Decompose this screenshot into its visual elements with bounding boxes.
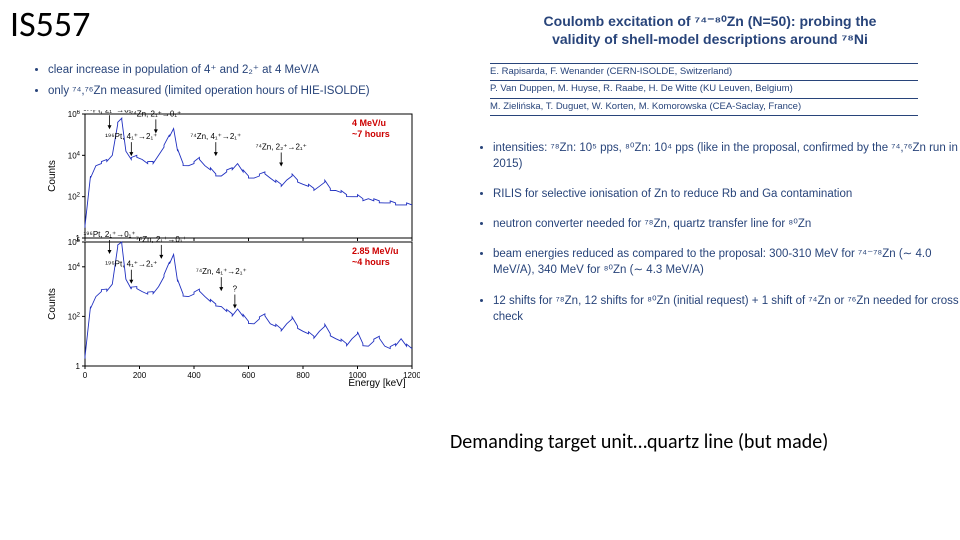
svg-text:~7 hours: ~7 hours xyxy=(352,129,390,139)
svg-text:Counts: Counts xyxy=(47,288,58,320)
right-bullet-2: RILIS for selective ionisation of Zn to … xyxy=(493,186,960,202)
authors-block: E. Rapisarda, F. Wenander (CERN-ISOLDE, … xyxy=(490,62,940,117)
svg-text:102: 102 xyxy=(68,193,81,202)
svg-text:¹⁹⁶Pt, 2₁⁺→0₁⁺: ¹⁹⁶Pt, 2₁⁺→0₁⁺ xyxy=(83,110,135,114)
right-title: Coulomb excitation of ⁷⁴⁻⁸⁰Zn (N=50): pr… xyxy=(475,12,945,48)
right-bullet-3: neutron converter needed for ⁷⁸Zn, quart… xyxy=(493,216,960,232)
right-bullet-4: beam energies reduced as compared to the… xyxy=(493,246,960,278)
svg-text:0: 0 xyxy=(83,371,88,380)
svg-text:⁷⁴Zn, 2₁⁺→0₁⁺: ⁷⁴Zn, 2₁⁺→0₁⁺ xyxy=(136,235,187,244)
right-bullet-list: intensities: ⁷⁸Zn: 10⁵ pps, ⁸⁰Zn: 10⁴ pp… xyxy=(475,140,960,339)
left-bullet-list: clear increase in population of 4⁺ and 2… xyxy=(30,62,468,105)
right-title-line1: Coulomb excitation of ⁷⁴⁻⁸⁰Zn (N=50): pr… xyxy=(544,13,877,29)
svg-text:200: 200 xyxy=(133,371,147,380)
footnote: Demanding target unit…quartz line (but m… xyxy=(450,430,828,454)
svg-text:⁷⁴Zn, 2₁⁺→0₁⁺: ⁷⁴Zn, 2₁⁺→0₁⁺ xyxy=(130,110,181,118)
svg-text:~4 hours: ~4 hours xyxy=(352,257,390,267)
spectrum-chart: 1102104106¹⁹⁶Pt, 2₁⁺→0₁⁺⁷⁴Zn, 2₁⁺→0₁⁺¹⁹⁶… xyxy=(45,110,420,390)
svg-text:1: 1 xyxy=(76,362,81,371)
svg-text:⁷⁴Zn, 2₂⁺→2₁⁺: ⁷⁴Zn, 2₂⁺→2₁⁺ xyxy=(256,142,307,151)
svg-text:⁷⁴Zn, 4₁⁺→2₁⁺: ⁷⁴Zn, 4₁⁺→2₁⁺ xyxy=(190,132,241,141)
right-title-line2: validity of shell-model descriptions aro… xyxy=(552,31,868,47)
svg-text:600: 600 xyxy=(242,371,256,380)
svg-text:2.85 MeV/u: 2.85 MeV/u xyxy=(352,246,399,256)
svg-text:¹⁹⁶Pt, 4₁⁺→2₁⁺: ¹⁹⁶Pt, 4₁⁺→2₁⁺ xyxy=(105,132,157,141)
svg-text:4 MeV/u: 4 MeV/u xyxy=(352,118,386,128)
svg-text:?: ? xyxy=(233,285,238,294)
left-bullet-1: clear increase in population of 4⁺ and 2… xyxy=(48,62,468,79)
svg-text:¹⁹⁶Pt, 2₁⁺→0₁⁺: ¹⁹⁶Pt, 2₁⁺→0₁⁺ xyxy=(83,230,135,239)
svg-text:800: 800 xyxy=(296,371,310,380)
svg-text:104: 104 xyxy=(68,151,81,160)
right-bullet-1: intensities: ⁷⁸Zn: 10⁵ pps, ⁸⁰Zn: 10⁴ pp… xyxy=(493,140,960,172)
svg-text:106: 106 xyxy=(68,110,81,119)
authors-line-1: E. Rapisarda, F. Wenander (CERN-ISOLDE, … xyxy=(490,66,732,77)
svg-text:105: 105 xyxy=(68,238,81,247)
svg-text:102: 102 xyxy=(68,312,81,321)
authors-line-3: M. Zielińska, T. Duguet, W. Korten, M. K… xyxy=(490,101,801,112)
svg-text:⁷⁴Zn, 4₁⁺→2₁⁺: ⁷⁴Zn, 4₁⁺→2₁⁺ xyxy=(196,267,247,276)
svg-text:400: 400 xyxy=(187,371,201,380)
right-bullet-5: 12 shifts for ⁷⁸Zn, 12 shifts for ⁸⁰Zn (… xyxy=(493,293,960,325)
svg-text:¹⁹⁶Pt, 4₁⁺→2₁⁺: ¹⁹⁶Pt, 4₁⁺→2₁⁺ xyxy=(105,260,157,269)
svg-text:Counts: Counts xyxy=(47,160,58,192)
authors-line-2: P. Van Duppen, M. Huyse, R. Raabe, H. De… xyxy=(490,83,793,94)
svg-text:Energy [keV]: Energy [keV] xyxy=(348,378,405,389)
svg-text:104: 104 xyxy=(68,263,81,272)
slide-title: IS557 xyxy=(10,2,90,46)
left-bullet-2: only ⁷⁴,⁷⁶Zn measured (limited operation… xyxy=(48,83,468,100)
